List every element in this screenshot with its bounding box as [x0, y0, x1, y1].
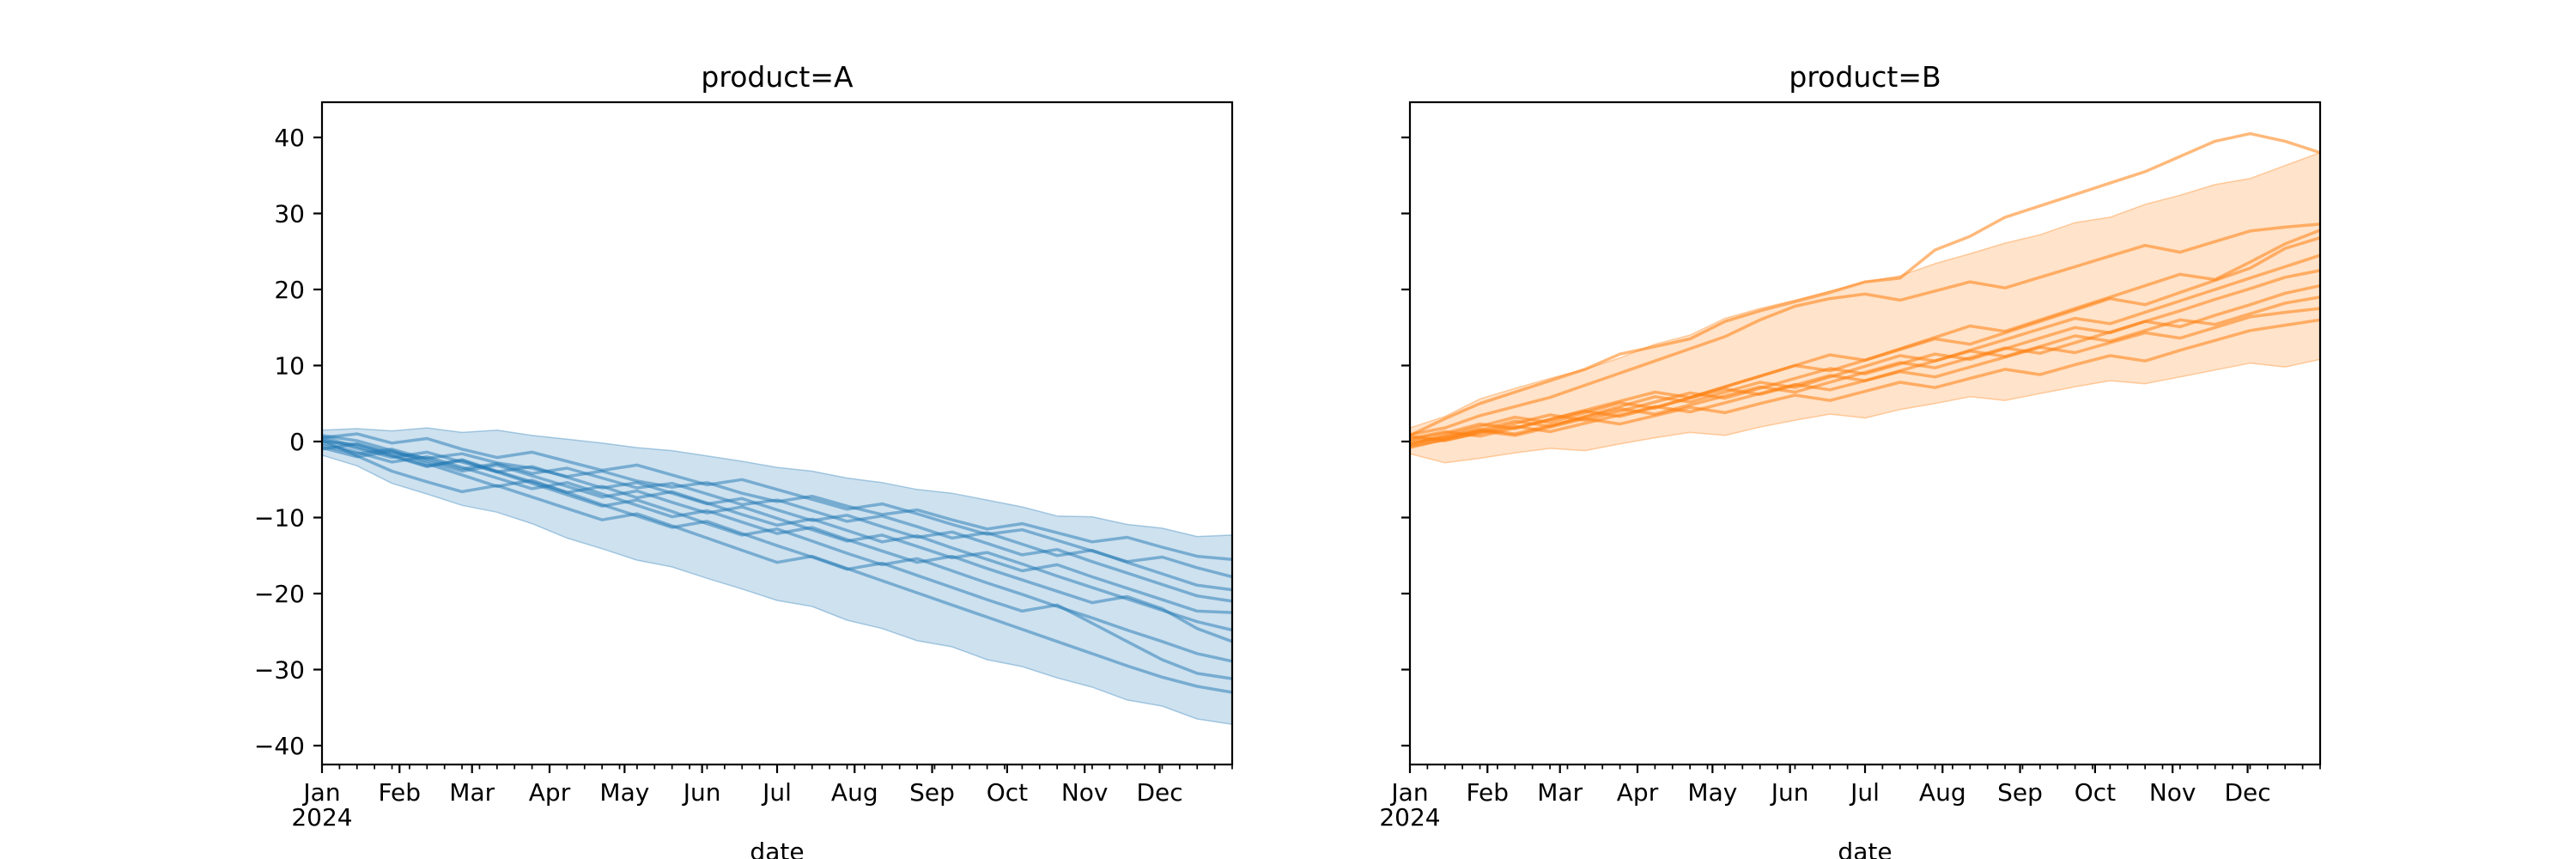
x-tick-label: Jun	[682, 778, 721, 807]
y-tick-label: 40	[274, 124, 305, 152]
series-line-10	[1409, 131, 2321, 437]
y-tick-label: 0	[289, 428, 305, 456]
x-tick-label: Oct	[2075, 778, 2116, 807]
series-line-6	[1409, 253, 2321, 449]
y-tick-label: −20	[254, 580, 305, 608]
series-line-9	[1409, 222, 2321, 436]
y-tick-label: −10	[254, 504, 305, 533]
x-tick-label: Nov	[2149, 778, 2196, 807]
series-line-10	[321, 438, 1233, 694]
x-tick-label: Apr	[1617, 778, 1659, 807]
x-tick-label: Aug	[1919, 778, 1966, 807]
y-tick-label: 20	[274, 276, 305, 304]
panel-a-xaxis-label: date	[750, 838, 804, 859]
x-tick-label: Sep	[909, 778, 955, 807]
x-tick-label: Jan	[1389, 778, 1428, 807]
series-line-8	[1409, 228, 2321, 447]
series-line-8	[321, 436, 1233, 663]
y-tick-label: 30	[274, 200, 305, 228]
static-labels-group: product=A product=B 2024 2024 date date	[291, 60, 1941, 859]
x-tick-label: Sep	[1997, 778, 2043, 807]
y-tick-label: 10	[274, 352, 305, 381]
series-line-2	[321, 432, 1233, 579]
x-tick-label: May	[599, 778, 649, 807]
x-tick-label: Jul	[1849, 778, 1880, 807]
x-tick-label: Dec	[2224, 778, 2270, 807]
panel-b-xaxis-label: date	[1838, 838, 1892, 859]
y-tick-label: −40	[254, 732, 305, 760]
panel-product=B: Jan Feb Mar Apr May Jun Jul Aug Sep Oct Nov Dec	[1389, 101, 2322, 807]
x-tick-label: Dec	[1136, 778, 1182, 807]
panel-a-title: product=A	[701, 60, 854, 94]
x-tick-label: Apr	[529, 778, 571, 807]
series-line-6	[321, 434, 1233, 632]
x-tick-label: Oct	[987, 778, 1028, 807]
x-tick-label: Aug	[831, 778, 878, 807]
x-tick-label: Feb	[1466, 778, 1509, 807]
series-line-3	[321, 443, 1233, 592]
x-tick-label: Mar	[1537, 778, 1583, 807]
series-line-9	[321, 446, 1233, 680]
x-tick-label: May	[1687, 778, 1737, 807]
panel-product=A: −40 −30 −20 −10 0 10 20 30 40 Jan Feb Mar Apr May Jun J…	[254, 101, 1234, 807]
x-tick-label: Feb	[378, 778, 421, 807]
x-tick-label: Mar	[449, 778, 495, 807]
x-tick-label: Jul	[761, 778, 792, 807]
x-tick-label: Nov	[1061, 778, 1109, 807]
y-tick-label: −30	[254, 656, 305, 685]
panel-b-title: product=B	[1789, 60, 1941, 94]
x-tick-label: Jun	[1770, 778, 1809, 807]
x-tick-label: Jan	[301, 778, 340, 807]
series-line-7	[321, 442, 1233, 643]
panel-b-year-label: 2024	[1379, 803, 1440, 832]
panel-a-year-label: 2024	[291, 803, 352, 832]
